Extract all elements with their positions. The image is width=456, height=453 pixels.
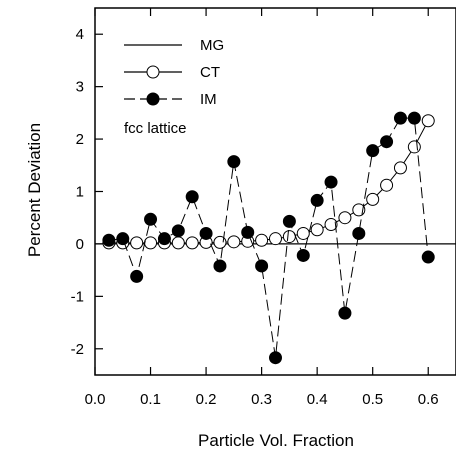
y-tick-label: 3 [76, 79, 84, 96]
series-ct-point [144, 236, 158, 250]
legend-label-ct: CT [200, 64, 220, 81]
series-im-line [108, 117, 429, 358]
y-tick-label: 4 [76, 26, 84, 43]
series-ct-point [407, 140, 421, 154]
y-tick-label: 2 [76, 131, 84, 148]
series-ct-point [338, 211, 352, 225]
series-im-point [269, 351, 282, 365]
series-im-point [171, 224, 185, 238]
x-tick-label: 0.4 [307, 391, 328, 408]
series-im-point [255, 259, 269, 273]
x-tick-label: 0.2 [196, 391, 217, 408]
series-ct-line [108, 120, 429, 244]
plot-frame [94, 7, 456, 376]
series-ct-point [282, 230, 296, 244]
series-ct-point [296, 226, 310, 240]
y-tick-label: 0 [76, 236, 84, 253]
series-ct-point [255, 233, 269, 247]
series-ct-point [227, 235, 241, 249]
series-ct-point [393, 161, 407, 175]
series-im-point [282, 214, 296, 228]
series-im-point [421, 250, 435, 264]
series-ct-point [171, 236, 185, 250]
series-im-point [366, 144, 380, 158]
series-im-point [157, 232, 171, 246]
series-im-point [393, 111, 407, 125]
series-ct-point [269, 232, 282, 246]
series-im-point [407, 111, 421, 125]
legend-marker-im [146, 92, 160, 106]
series-ct-point [421, 114, 435, 128]
series-im-point [185, 190, 199, 204]
y-axis-label: Percent Deviation [25, 123, 44, 257]
series-ct-point [324, 218, 338, 232]
series-ct-point [310, 223, 324, 237]
x-tick-label: 0.3 [251, 391, 272, 408]
series-im-point [144, 212, 158, 226]
legend-label-mg: MG [200, 37, 224, 54]
series-im-point [352, 226, 366, 240]
series-ct-point [366, 192, 380, 206]
series-im-point [296, 248, 310, 262]
annotation-text: fcc lattice [124, 120, 187, 137]
x-axis-label: Particle Vol. Fraction [198, 431, 354, 450]
series-im-point [130, 269, 144, 283]
series-ct-point [185, 236, 199, 250]
legend-marker-ct [146, 65, 160, 79]
x-tick-label: 0.5 [362, 391, 383, 408]
series-im-point [199, 226, 213, 240]
series-ct-point [130, 236, 144, 250]
series-im-point [380, 135, 394, 149]
series-im-point [213, 259, 227, 273]
series-im-point [116, 232, 130, 246]
series-im-point [241, 225, 255, 239]
series-im-point [338, 306, 352, 320]
series-im-point [310, 193, 324, 207]
series-ct-point [213, 235, 227, 249]
series-ct-point [380, 178, 394, 192]
x-tick-label: 0.0 [85, 391, 106, 408]
series-im-point [227, 155, 241, 169]
y-tick-label: -2 [71, 341, 84, 358]
legend-label-im: IM [200, 91, 217, 108]
y-tick-label: -1 [71, 288, 84, 305]
series-im-point [102, 233, 116, 247]
x-tick-label: 0.6 [418, 391, 439, 408]
series-im-point [324, 175, 338, 189]
y-tick-label: 1 [76, 184, 84, 201]
x-tick-label: 0.1 [140, 391, 161, 408]
